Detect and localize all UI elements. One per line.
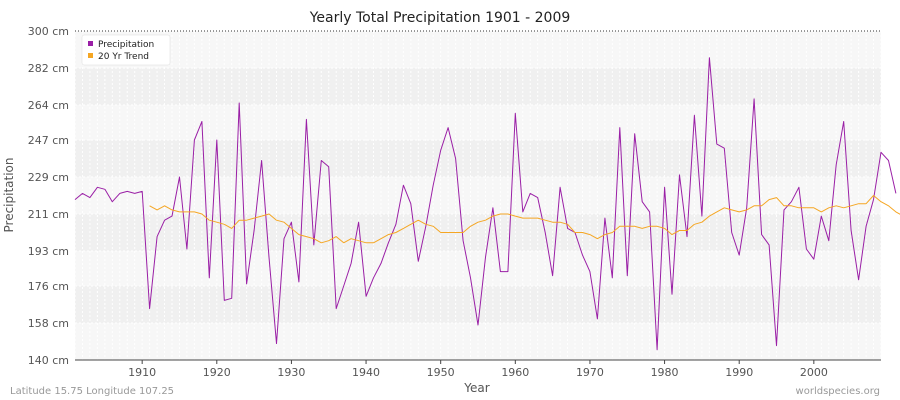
x-tick-label: 1990 [725, 366, 753, 379]
x-axis-ticks: 1910 1920 1930 1940 1950 1960 1970 1980 1990 2000 [128, 360, 828, 379]
x-tick-label: 1920 [203, 366, 231, 379]
x-tick-label: 1930 [277, 366, 305, 379]
legend-box [81, 34, 171, 66]
legend-swatch-precipitation [88, 41, 93, 46]
x-tick-label: 1980 [651, 366, 679, 379]
y-tick-label: 193 cm [28, 245, 69, 258]
y-axis-title: Precipitation [2, 157, 16, 232]
legend-label-precipitation: Precipitation [98, 40, 154, 50]
plot-band [75, 139, 881, 177]
y-tick-label: 229 cm [28, 171, 69, 184]
y-tick-label: 211 cm [28, 208, 69, 221]
y-tick-label: 158 cm [28, 317, 69, 330]
precipitation-line [74, 57, 897, 351]
chart-title: Yearly Total Precipitation 1901 - 2009 [309, 10, 571, 26]
y-tick-label: 282 cm [28, 62, 69, 75]
grid-lines [74, 30, 882, 361]
plot-band [75, 105, 881, 140]
legend-label-trend: 20 Yr Trend [98, 52, 149, 62]
y-tick-label: 176 cm [28, 280, 69, 293]
plot-band [75, 31, 881, 69]
x-tick-label: 1970 [576, 366, 604, 379]
x-tick-label: 1910 [128, 366, 156, 379]
legend-swatch-trend [88, 53, 93, 58]
x-tick-label: 1950 [427, 366, 455, 379]
x-tick-label: 2000 [800, 366, 828, 379]
x-tick-label: 1940 [352, 366, 380, 379]
trend-line [149, 195, 900, 244]
y-tick-label: 140 cm [28, 354, 69, 367]
footer-source: worldspecies.org [796, 386, 880, 397]
legend: Precipitation 20 Yr Trend [81, 34, 171, 66]
x-axis-title: Year [463, 381, 489, 395]
y-tick-label: 247 cm [28, 134, 69, 147]
y-tick-label: 300 cm [28, 25, 69, 38]
x-tick-label: 1960 [501, 366, 529, 379]
plot-band [75, 322, 881, 360]
y-tick-label: 264 cm [28, 99, 69, 112]
series-layer [74, 57, 900, 351]
footer-coordinates: Latitude 15.75 Longitude 107.25 [10, 386, 174, 397]
plot-band [75, 68, 881, 106]
y-axis-ticks: 140 cm 158 cm 176 cm 193 cm 211 cm 229 cm 247 … [28, 25, 69, 367]
